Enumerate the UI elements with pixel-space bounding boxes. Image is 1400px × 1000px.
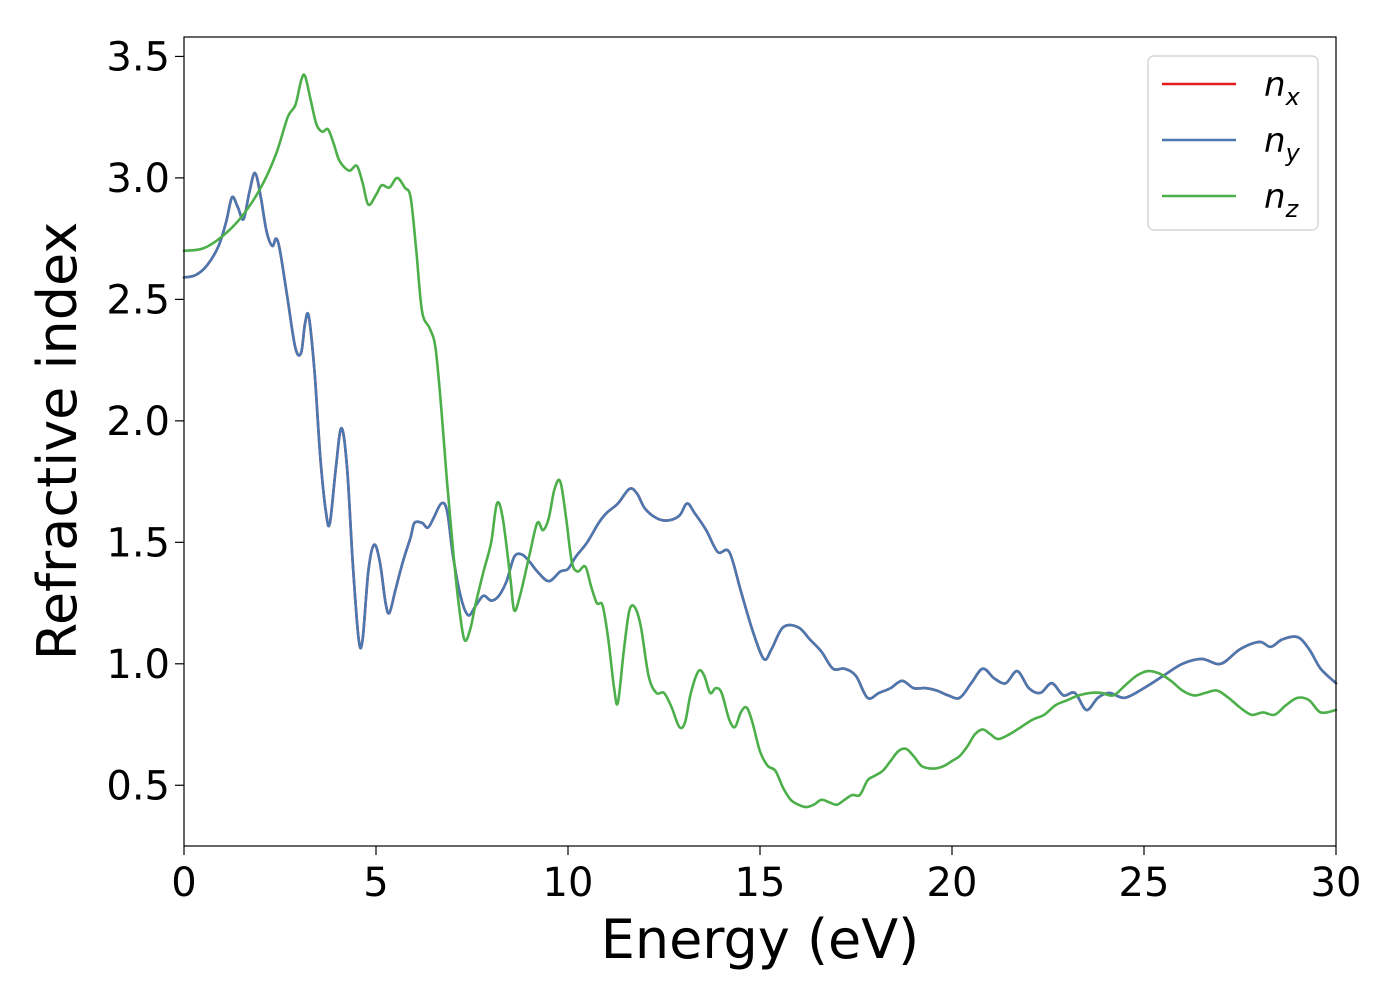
x-tick-label: 0 <box>171 860 196 906</box>
legend-box <box>1147 55 1319 231</box>
y-axis-ticks: 0.5 1.0 1.5 2.0 2.5 3.0 3.5 <box>106 34 184 809</box>
x-tick-label: 20 <box>927 860 978 906</box>
x-axis-label: Energy (eV) <box>601 908 920 971</box>
legend-label-subscript: z <box>1285 195 1300 223</box>
legend-label-base: n <box>1264 177 1286 217</box>
y-tick-label: 2.0 <box>106 399 170 445</box>
y-tick-label: 3.0 <box>106 156 170 202</box>
y-axis-label: Refractive index <box>26 222 89 661</box>
legend-label-z: nz <box>1264 177 1300 223</box>
x-tick-label: 25 <box>1119 860 1170 906</box>
x-tick-label: 10 <box>543 860 594 906</box>
legend-label-y: ny <box>1264 121 1301 167</box>
y-tick-label: 2.5 <box>106 277 170 323</box>
series-layer <box>182 73 1338 809</box>
x-tick-label: 5 <box>363 860 388 906</box>
y-tick-label: 1.5 <box>106 520 170 566</box>
legend-label-base: n <box>1264 121 1286 161</box>
series-line-y <box>182 171 1338 712</box>
legend-label-subscript: x <box>1285 83 1301 111</box>
y-tick-label: 3.5 <box>106 34 170 80</box>
y-tick-label: 1.0 <box>106 642 170 688</box>
legend-label-x: nx <box>1264 65 1301 111</box>
x-tick-label: 15 <box>735 860 786 906</box>
legend-label-subscript: y <box>1285 139 1301 167</box>
x-tick-label: 30 <box>1311 860 1362 906</box>
y-tick-label: 0.5 <box>106 763 170 809</box>
legend-label-base: n <box>1264 65 1286 105</box>
x-axis-ticks: 0 5 10 15 20 25 30 <box>171 846 1361 906</box>
series-line-z <box>182 73 1338 809</box>
